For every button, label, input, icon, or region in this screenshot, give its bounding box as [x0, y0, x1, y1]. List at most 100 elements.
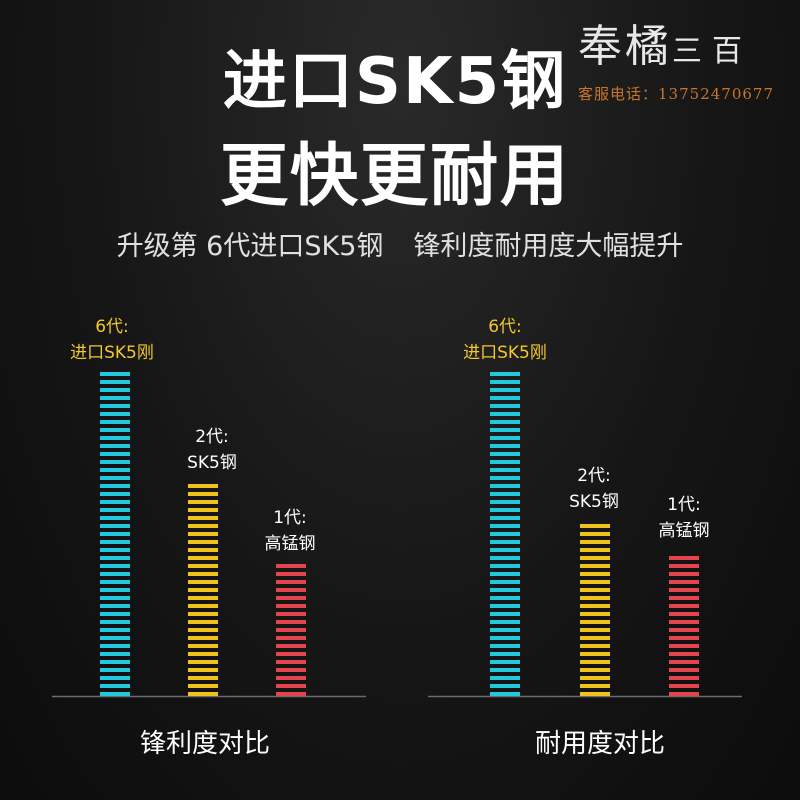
bar-segment [580, 548, 610, 552]
bar-segment [580, 556, 610, 560]
bar-segment [490, 468, 520, 472]
bar-segment [490, 564, 520, 568]
bar-segment [580, 580, 610, 584]
feature-subtitle-part1: 升级第 6代进口SK5钢 [116, 231, 384, 262]
bar-segment [100, 492, 130, 496]
service-phone-number: 13752470677 [658, 85, 774, 103]
bar-segment [188, 532, 218, 536]
bar-segment [100, 620, 130, 624]
bar-segment [490, 460, 520, 464]
bar-segment [100, 396, 130, 400]
bar-segment [669, 668, 699, 672]
bar-segment [100, 684, 130, 688]
bar-segment [580, 540, 610, 544]
bar-segment [490, 652, 520, 656]
bar-segment [188, 484, 218, 488]
bar-segment [188, 620, 218, 624]
bar-segment [100, 668, 130, 672]
bar-segment [188, 684, 218, 688]
bar-segment [276, 652, 306, 656]
bar-segment [580, 676, 610, 680]
bar-segment [100, 692, 130, 696]
bar-segment [669, 580, 699, 584]
bar-segment [100, 404, 130, 408]
bar-segment [100, 484, 130, 488]
bar-segment [490, 532, 520, 536]
bar-segment [669, 636, 699, 640]
bar-segment [490, 612, 520, 616]
category-label-line2: 高锰钢 [659, 521, 710, 541]
bar-segment [580, 564, 610, 568]
bar-segment [188, 636, 218, 640]
bar-segment [100, 548, 130, 552]
bar-segment [276, 612, 306, 616]
bar-segment [100, 596, 130, 600]
bar-segment [276, 604, 306, 608]
bar-segment [276, 644, 306, 648]
feature-subtitle-part2: 锋利度耐用度大幅提升 [413, 231, 684, 262]
service-phone-label: 客服电话： [578, 85, 659, 103]
bar-segment [188, 588, 218, 592]
bar-segment [490, 660, 520, 664]
bar-segment [100, 452, 130, 456]
bar-segment [100, 476, 130, 480]
bar-segment [490, 604, 520, 608]
bar-1 [490, 372, 520, 696]
shop-name-large: 奉橘 [578, 21, 672, 72]
bar-segment [580, 668, 610, 672]
bar-segment [276, 676, 306, 680]
bar-segment [490, 508, 520, 512]
category-label-line1: 1代: [667, 495, 701, 515]
bar-segment [490, 452, 520, 456]
bar-segment [580, 596, 610, 600]
bar-segment [188, 612, 218, 616]
bar-segment [276, 668, 306, 672]
bar-segment [100, 444, 130, 448]
bar-segment [276, 684, 306, 688]
bar-segment [100, 612, 130, 616]
bar-segment [100, 420, 130, 424]
bar-segment [276, 596, 306, 600]
bar-segment [669, 676, 699, 680]
bar-segment [100, 580, 130, 584]
category-label-line2: 进口SK5刚 [70, 343, 154, 363]
bar-segment [580, 612, 610, 616]
bar-segment [100, 636, 130, 640]
bar-segment [580, 588, 610, 592]
bar-segment [669, 652, 699, 656]
bar-segment [490, 380, 520, 384]
bar-segment [490, 516, 520, 520]
bar-segment [100, 524, 130, 528]
bar-segment [669, 612, 699, 616]
bar-segment [188, 564, 218, 568]
bar-segment [100, 572, 130, 576]
bar-segment [490, 476, 520, 480]
bar-segment [100, 380, 130, 384]
bar-segment [490, 524, 520, 528]
bar-segment [580, 532, 610, 536]
page-title: 进口SK5钢 [222, 45, 568, 119]
page-subtitle-headline: 更快更耐用 [219, 137, 570, 216]
bar-1 [100, 372, 130, 696]
bar-segment [669, 692, 699, 696]
bar-segment [490, 428, 520, 432]
bar-segment [276, 580, 306, 584]
bar-segment [100, 388, 130, 392]
bar-segment [669, 644, 699, 648]
bar-segment [580, 524, 610, 528]
bar-segment [669, 660, 699, 664]
category-label-line1: 6代: [95, 317, 129, 337]
bar-segment [669, 620, 699, 624]
bar-3 [669, 556, 699, 696]
bar-segment [188, 660, 218, 664]
bar-segment [188, 596, 218, 600]
bar-segment [490, 668, 520, 672]
bar-segment [100, 436, 130, 440]
bar-segment [276, 620, 306, 624]
bar-segment [580, 604, 610, 608]
bar-segment [669, 556, 699, 560]
shop-name-small: 三百 [672, 34, 752, 69]
bar-segment [188, 668, 218, 672]
bar-segment [490, 484, 520, 488]
